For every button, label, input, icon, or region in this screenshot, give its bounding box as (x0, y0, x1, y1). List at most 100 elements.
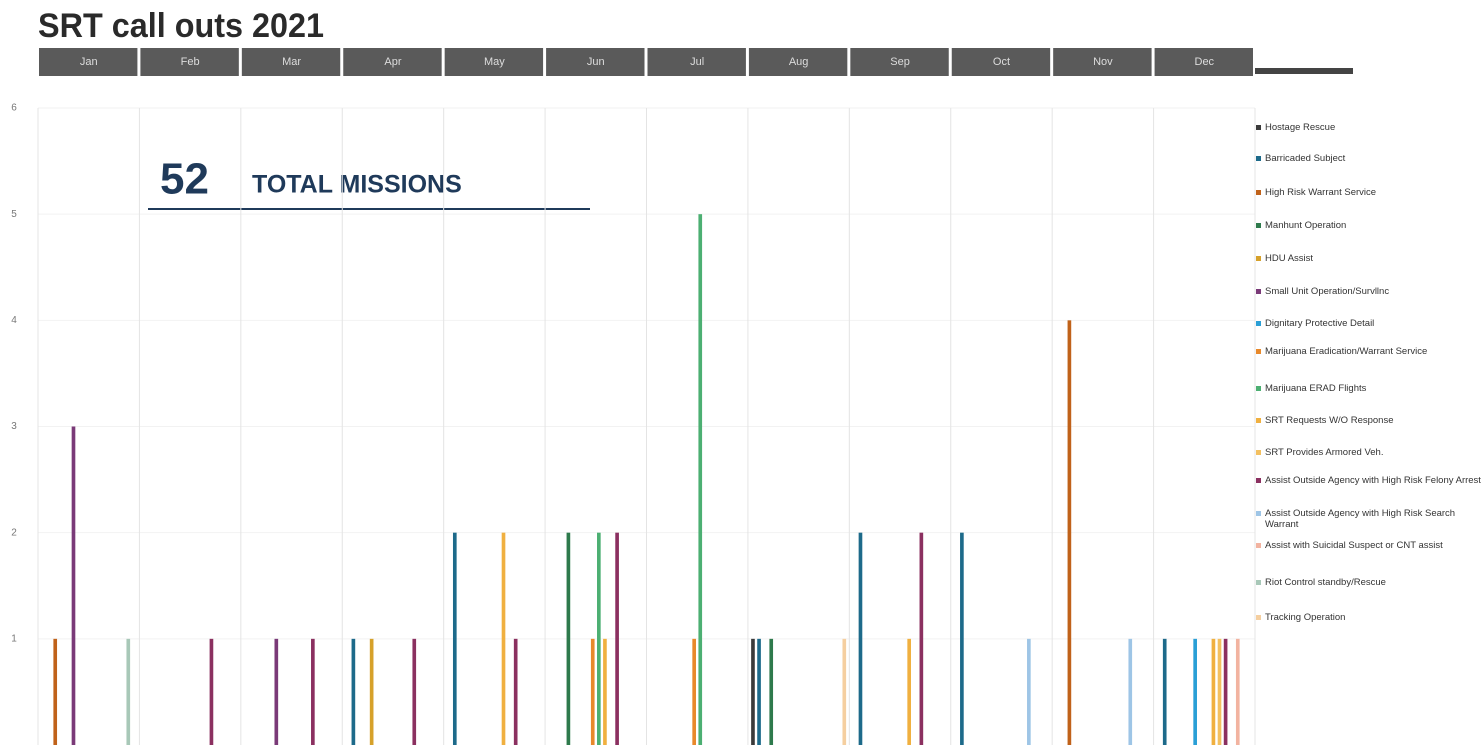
annotation-text: TOTAL MISSIONS (252, 171, 462, 199)
bar (1027, 638, 1031, 745)
month-header (343, 48, 442, 76)
legend-swatch (1256, 580, 1261, 585)
x-tick-label: Feb (181, 56, 200, 68)
month-header (1154, 48, 1253, 76)
legend-item: Assist Outside Agency with High Risk Fel… (1256, 475, 1481, 486)
legend-item: High Risk Warrant Service (1256, 187, 1481, 198)
legend-label: Assist Outside Agency with High Risk Sea… (1265, 508, 1456, 530)
legend-item: Small Unit Operation/Survllnc (1256, 286, 1481, 297)
y-tick-label: 2 (11, 527, 17, 538)
legend-label: Riot Control standby/Rescue (1265, 577, 1386, 588)
bar (698, 214, 703, 745)
legend-item: SRT Provides Armored Veh. (1256, 447, 1481, 458)
bar (369, 638, 374, 745)
x-tick-label: Dec (1195, 56, 1215, 68)
x-tick-label: Sep (890, 56, 910, 68)
x-tick-label: Nov (1093, 56, 1113, 68)
legend-swatch (1256, 615, 1261, 620)
bar (71, 426, 76, 745)
x-tick-label: Jul (690, 56, 704, 68)
x-tick-label: Mar (282, 56, 301, 68)
legend-swatch (1256, 125, 1261, 130)
bar (412, 638, 417, 745)
bar (209, 638, 214, 745)
x-tick-label: Apr (384, 56, 401, 68)
bar (757, 638, 761, 745)
bar (1217, 638, 1222, 745)
legend-label: SRT Requests W/O Response (1265, 415, 1394, 426)
legend-label: HDU Assist (1265, 253, 1314, 264)
month-header (748, 48, 848, 76)
legend-swatch (1256, 156, 1261, 161)
legend-label: High Risk Warrant Service (1265, 187, 1377, 198)
x-tick-label: Jun (587, 56, 605, 68)
legend-label: Assist with Suicidal Suspect or CNT assi… (1265, 540, 1443, 551)
annotation-number: 52 (160, 155, 209, 204)
y-tick-label: 3 (11, 421, 17, 432)
legend-swatch (1256, 386, 1261, 391)
legend-label: Dignitary Protective Detail (1265, 318, 1375, 329)
x-tick-label: Oct (993, 56, 1010, 68)
legend-label: Manhunt Operation (1265, 220, 1347, 231)
x-tick-label: Aug (789, 56, 809, 68)
legend-swatch (1256, 349, 1261, 354)
bar (1162, 638, 1167, 745)
bar (615, 532, 619, 745)
legend-swatch (1256, 450, 1261, 455)
legend-item: Riot Control standby/Rescue (1256, 577, 1481, 588)
bar (597, 532, 601, 745)
bar (603, 638, 607, 745)
bar (907, 638, 912, 745)
legend-swatch (1256, 190, 1261, 195)
legend-item: Barricaded Subject (1256, 153, 1481, 164)
bar (1211, 638, 1216, 745)
legend-item: Dignitary Protective Detail (1256, 318, 1481, 329)
bar (919, 532, 924, 745)
legend-swatch (1256, 478, 1261, 483)
legend-label: Tracking Operation (1265, 612, 1346, 623)
bar (53, 638, 58, 745)
legend-item: HDU Assist (1256, 253, 1481, 264)
bar (1193, 638, 1197, 745)
bar (311, 638, 315, 745)
month-header (546, 48, 645, 76)
legend-label: Barricaded Subject (1265, 153, 1346, 164)
bar (566, 532, 571, 745)
month-header (850, 48, 949, 76)
legend-item: Manhunt Operation (1256, 220, 1481, 231)
legend-item: Hostage Rescue (1256, 122, 1481, 133)
bar (351, 638, 356, 745)
month-header (39, 48, 138, 76)
month-header (1053, 48, 1152, 76)
legend-label: Marijuana ERAD Flights (1265, 383, 1367, 394)
legend-item: Assist Outside Agency with High Risk Sea… (1256, 508, 1481, 530)
y-tick-label: 6 (11, 103, 17, 114)
header-bar (1255, 68, 1353, 74)
legend-swatch (1256, 289, 1261, 294)
month-header (444, 48, 544, 76)
bar (1128, 638, 1133, 745)
legend-swatch (1256, 223, 1261, 228)
x-tick-label: Jan (80, 56, 98, 68)
x-tick-label: May (484, 56, 505, 68)
y-tick-label: 1 (11, 633, 17, 644)
legend-label: Hostage Rescue (1265, 122, 1336, 133)
bar (274, 638, 279, 745)
bar (1235, 638, 1240, 745)
bar (126, 638, 131, 745)
bar (858, 532, 863, 745)
bar (692, 638, 696, 745)
legend-label: Assist Outside Agency with High Risk Fel… (1265, 475, 1481, 486)
bar (513, 638, 518, 745)
legend-label: Small Unit Operation/Survllnc (1265, 286, 1390, 297)
bar (1223, 638, 1228, 745)
legend-item: Marijuana ERAD Flights (1256, 383, 1481, 394)
y-tick-label: 4 (11, 315, 17, 326)
legend-label: Marijuana Eradication/Warrant Service (1265, 346, 1428, 357)
month-header (241, 48, 341, 76)
legend-swatch (1256, 543, 1261, 548)
legend-label: SRT Provides Armored Veh. (1265, 447, 1384, 458)
legend-swatch (1256, 511, 1261, 516)
